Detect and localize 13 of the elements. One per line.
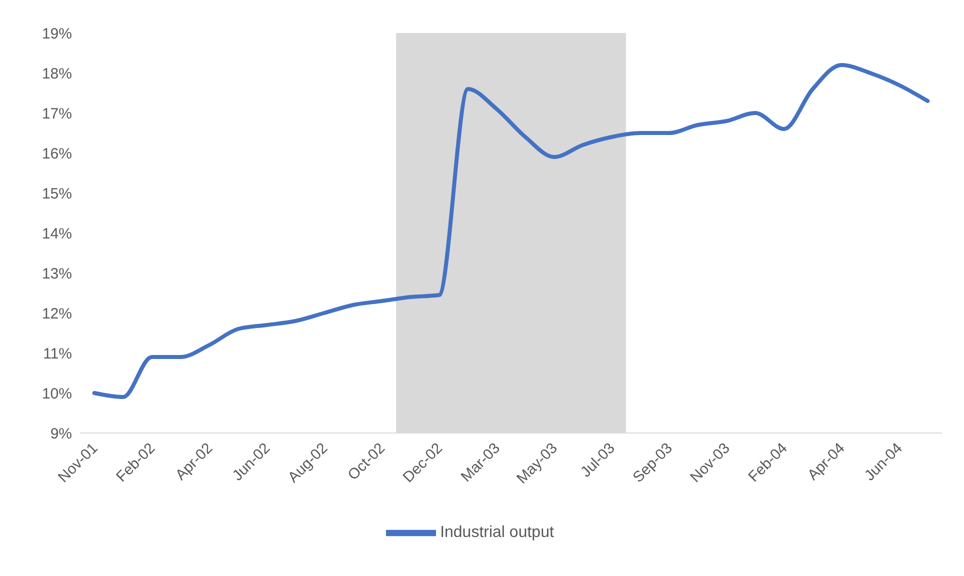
y-tick-label: 12% <box>42 305 72 322</box>
y-tick-label: 11% <box>43 345 72 362</box>
y-tick-label: 9% <box>50 425 72 442</box>
y-tick-label: 17% <box>42 105 72 122</box>
y-tick-label: 14% <box>42 225 72 242</box>
y-tick-label: 10% <box>42 385 72 402</box>
y-tick-label: 13% <box>42 265 72 282</box>
line-series <box>92 63 930 399</box>
y-tick-label: 16% <box>42 145 72 162</box>
y-tick-label: 19% <box>42 25 72 42</box>
y-tick-label: 18% <box>42 65 72 82</box>
y-tick-label: 15% <box>42 185 72 202</box>
legend-label: Industrial output <box>440 524 554 542</box>
